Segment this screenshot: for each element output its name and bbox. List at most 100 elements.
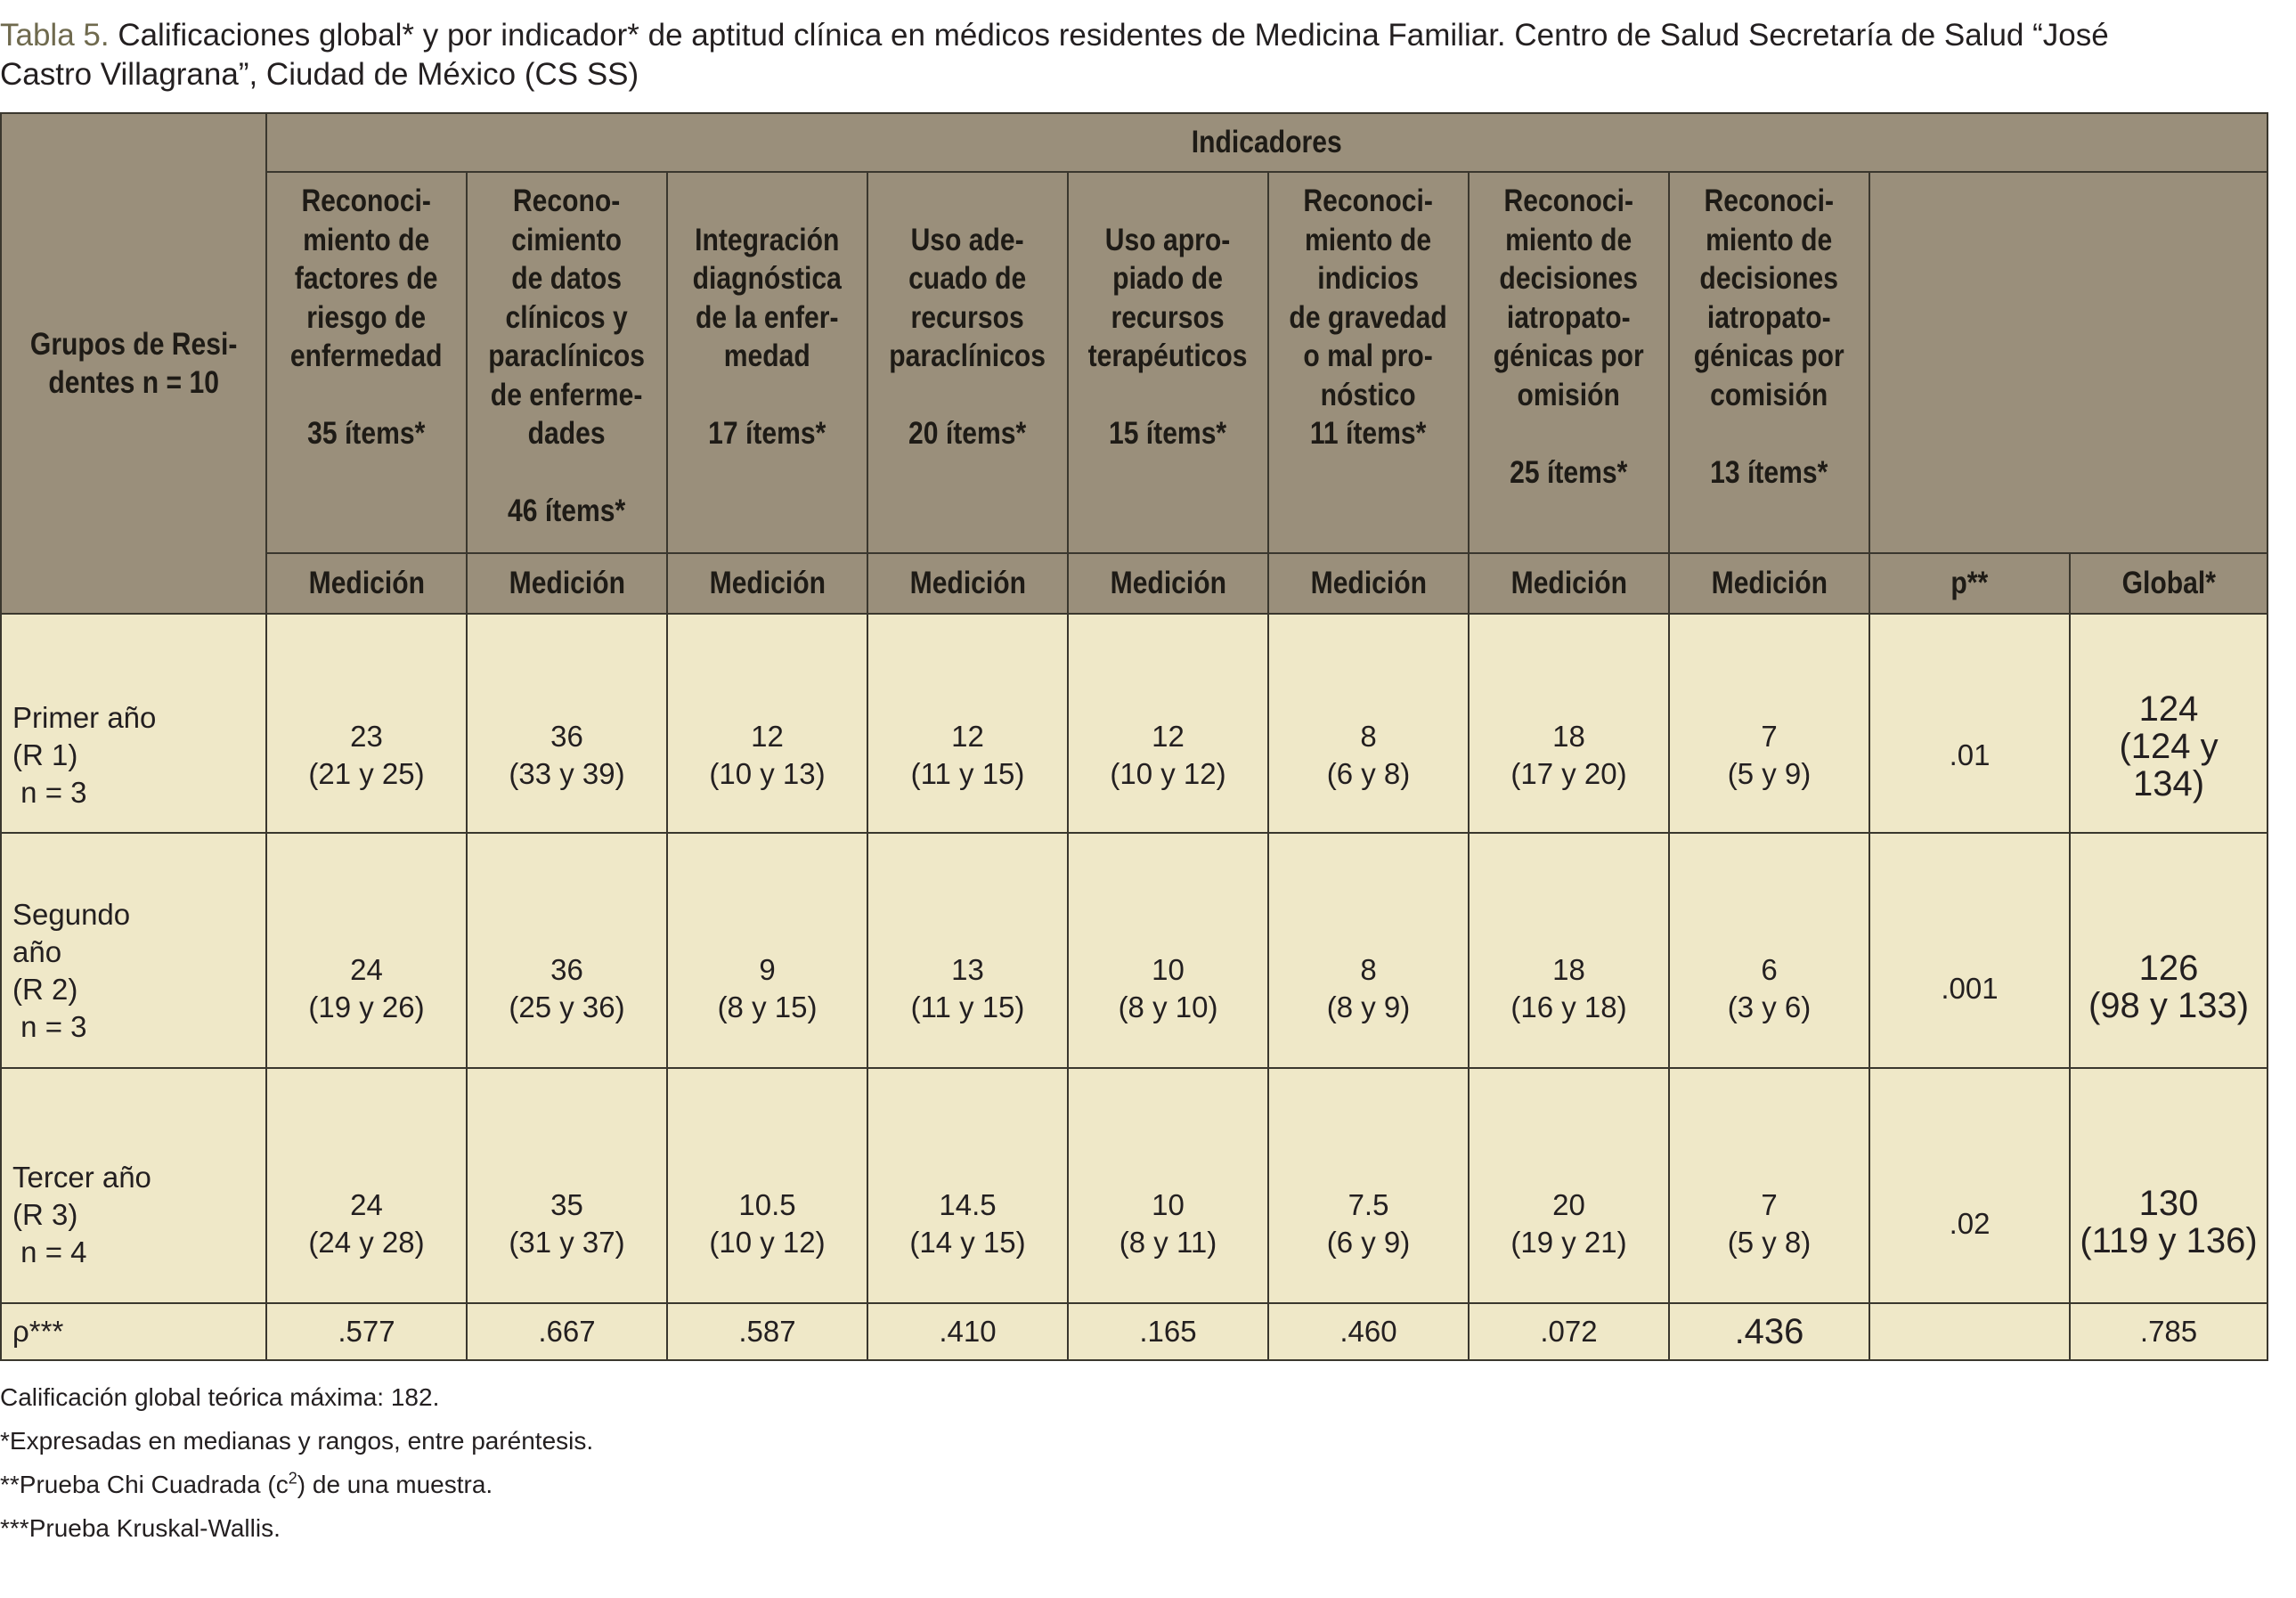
indicator-header-line: indicios [1317,261,1420,296]
indicator-header: Reconoci-miento de decisiones iatropato-gé… [1468,171,1670,554]
medicion-header: Medición [1067,552,1269,615]
indicator-header-line: 46 ítems* [508,493,626,528]
caption-label: Tabla 5. [0,18,110,53]
rho-cell: .667 [466,1302,668,1361]
table-row: Tercer año (R 3) n = 4 24 (24 y 28) 35 (31… [0,1067,2269,1304]
table-caption: Tabla 5. Calificaciones global* y por in… [0,16,2296,94]
indicator-header-line: Uso apro- [1105,222,1231,257]
indicator-header-line [1494,414,1644,453]
indicator-header-line: Recono- [513,183,621,218]
group-header-cell: Grupos de Resi- dentes n = 10 [0,112,267,615]
rho-cell: .436 [1668,1302,1870,1361]
indicator-header-line: factores de [295,261,438,296]
data-cell: 8 (8 y 9) [1267,832,1470,1069]
data-cell: 6 (3 y 6) [1668,832,1870,1069]
p-header: p** [1869,552,2071,615]
indicator-header-line: nóstico [1320,377,1417,412]
indicator-header-line: génicas por [1494,338,1644,373]
indicator-header-line [1088,182,1248,221]
indicator-header-line: Reconoci- [301,183,432,218]
data-cell: 24 (19 y 26) [265,832,468,1069]
table-row: Segundo año (R 2) n = 3 24 (19 y 26) 36 (2… [0,832,2269,1069]
data-cell: 12 (10 y 12) [1067,613,1269,834]
indicator-header-line: Reconoci- [1303,183,1434,218]
indicator-header-line: dades [527,416,606,451]
medicion-header: Medición [466,552,668,615]
results-table: Grupos de Resi- dentes n = 10 Indicadore… [0,112,2269,1361]
indicator-header-line: de datos [511,261,623,296]
data-cell: 14.5 (14 y 15) [867,1067,1069,1304]
indicator-header-line: medad [723,338,810,373]
global-cell: 124 (124 y 134) [2068,613,2269,834]
indicator-header-line: diagnóstica [692,261,843,296]
indicator-header-line: miento de [1505,222,1632,257]
indicator-header-line: miento de [1706,222,1833,257]
indicator-header-line: cuado de [908,261,1027,296]
indicator-header-line [1088,376,1248,415]
indicator-header: Reconoci-miento de indicios de gravedad o m… [1267,171,1470,554]
indicator-header: Reconoci-miento de decisiones iatropato-gé… [1668,171,1870,554]
indicator-header-line: cimiento [511,222,623,257]
medicion-header: Medición [1468,552,1670,615]
indicator-header-line: de gravedad [1289,299,1448,335]
indicator-header: Recono-cimiento de datos clínicos y paraclí… [466,171,668,554]
indicator-header-line: 15 ítems* [1109,416,1227,451]
indicator-header-line: 35 ítems* [307,416,426,451]
indicator-header: Reconoci-miento de factores de riesgo de en… [265,171,468,554]
indicadores-header: Indicadores [265,112,2269,173]
indicator-header-line: miento de [1305,222,1432,257]
data-cell: 13 (11 y 15) [867,832,1069,1069]
data-cell: 35 (31 y 37) [466,1067,668,1304]
data-cell: 36 (33 y 39) [466,613,668,834]
rho-cell: .587 [666,1302,868,1361]
global-header: Global* [2068,552,2269,615]
indicator-header-line [693,376,842,415]
data-cell: 12 (11 y 15) [867,613,1069,834]
rho-cell: .410 [867,1302,1069,1361]
data-cell: 10.5 (10 y 12) [666,1067,868,1304]
indicator-header-line: decisiones [1699,261,1839,296]
indicator-header-line: Uso ade- [910,222,1025,257]
medicion-header: Medición [1267,552,1470,615]
indicator-header-line: Integración [695,222,840,257]
rho-row: ρ*** .577 .667 .587 .410 .165 .460 .072 … [0,1302,2269,1361]
footnote: Calificación global teórica máxima: 182. [0,1383,440,1411]
indicator-header-line: de la enfer- [696,299,839,335]
rho-cell: .072 [1468,1302,1670,1361]
global-cell: 126 (98 y 133) [2068,832,2269,1069]
rho-cell: .577 [265,1302,468,1361]
indicator-header-line: comisión [1710,377,1828,412]
data-cell: 36 (25 y 36) [466,832,668,1069]
group-cell: Primer año (R 1) n = 3 [0,613,267,834]
group-header-line: dentes n = 10 [48,365,219,400]
p-cell: .01 [1869,613,2071,834]
indicator-header-line [1694,414,1844,453]
medicion-header-row: Medición Medición Medición Medición Medi… [1,552,2269,615]
rho-cell: .460 [1267,1302,1470,1361]
medicion-header: Medición [666,552,868,615]
footnote: ***Prueba Kruskal-Wallis. [0,1514,281,1542]
group-cell: Segundo año (R 2) n = 3 [0,832,267,1069]
data-cell: 23 (21 y 25) [265,613,468,834]
caption-text: Calificaciones global* y por indicador* … [109,18,2109,53]
indicator-header-line: 25 ítems* [1510,454,1628,490]
indicator-header-line: recursos [910,299,1025,335]
footnote: *Expresadas en medianas y rangos, entre … [0,1427,594,1455]
indicator-header-line: riesgo de [306,299,427,335]
indicator-header-line: terapéuticos [1088,338,1248,373]
indicator-header-row: Reconoci-miento de factores de riesgo de en… [1,171,2269,554]
indicator-header-line: piado de [1112,261,1224,296]
data-cell: 12 (10 y 13) [666,613,868,834]
indicator-header: Integración diagnóstica de la enfer-medad … [666,171,868,554]
indicator-header-line: iatropato- [1507,299,1631,335]
indicator-header-line [489,453,646,493]
indicator-header-line [890,182,1046,221]
indicator-header-line [890,376,1046,415]
indicator-header-line: miento de [303,222,430,257]
indicator-header-line: paraclínicos [488,338,646,373]
indicator-header-line: 13 ítems* [1710,454,1828,490]
data-cell: 7 (5 y 9) [1668,613,1870,834]
medicion-header: Medición [265,552,468,615]
data-cell: 18 (16 y 18) [1468,832,1670,1069]
data-cell: 7 (5 y 8) [1668,1067,1870,1304]
